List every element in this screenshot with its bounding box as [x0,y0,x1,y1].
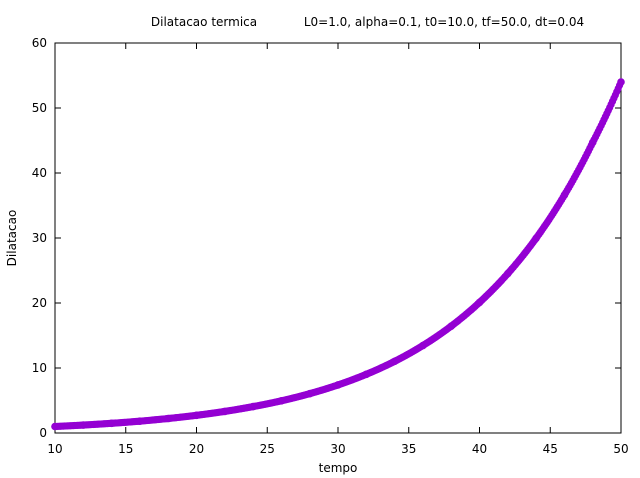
x-tick-label: 50 [613,442,628,456]
data-point [192,411,201,420]
data-point [136,417,144,425]
data-point [532,234,540,243]
y-tick-label: 20 [32,296,47,310]
data-point [334,381,342,389]
data-point [249,402,257,411]
data-point [277,397,286,405]
data-point [164,414,172,423]
x-tick-label: 20 [189,442,204,456]
x-axis-label: tempo [319,461,358,475]
x-tick-label: 15 [118,442,133,456]
data-point [560,191,569,199]
data-point [362,370,371,379]
data-series [51,78,625,431]
x-tick-label: 35 [401,442,416,456]
data-point [107,419,116,428]
x-tick-label: 45 [543,442,558,456]
y-tick-label: 50 [32,101,47,115]
x-tick-label: 25 [260,442,275,456]
x-tick-label: 30 [330,442,345,456]
data-point [390,357,399,366]
y-tick-label: 30 [32,231,47,245]
data-point [617,78,625,86]
data-point [419,341,427,350]
y-axis-label: Dilatacao [5,210,19,267]
data-point [475,298,484,307]
chart-title: Dilatacao termica [151,15,257,29]
data-point [221,407,229,416]
y-tick-label: 10 [32,361,47,375]
x-tick-label: 40 [472,442,487,456]
data-point [504,269,512,278]
data-point [51,422,59,431]
chart-subtitle: L0=1.0, alpha=0.1, t0=10.0, tf=50.0, dt=… [304,15,584,29]
y-tick-label: 0 [39,426,47,440]
y-tick-label: 40 [32,166,47,180]
x-tick-label: 10 [47,442,62,456]
data-point [79,421,88,429]
data-point [588,138,597,147]
data-point [305,389,314,398]
data-point [447,322,456,330]
y-tick-label: 60 [32,36,47,50]
